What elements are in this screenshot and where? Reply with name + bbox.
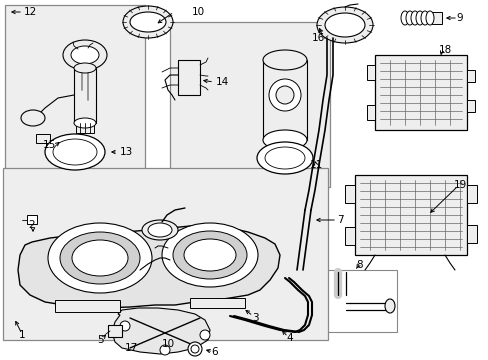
- Text: 12: 12: [23, 7, 37, 17]
- Text: 7: 7: [336, 215, 343, 225]
- Text: 11: 11: [309, 160, 323, 170]
- Ellipse shape: [74, 63, 96, 73]
- Text: 3: 3: [251, 313, 258, 323]
- Ellipse shape: [53, 139, 97, 165]
- Ellipse shape: [183, 239, 236, 271]
- Circle shape: [120, 321, 130, 331]
- Circle shape: [187, 342, 202, 356]
- Ellipse shape: [257, 142, 312, 174]
- Ellipse shape: [420, 11, 428, 25]
- Bar: [354, 175, 466, 255]
- Text: 2: 2: [29, 220, 35, 230]
- Ellipse shape: [410, 11, 418, 25]
- Text: 8: 8: [356, 260, 363, 270]
- Ellipse shape: [263, 130, 306, 150]
- Ellipse shape: [142, 220, 178, 240]
- Text: 19: 19: [452, 180, 466, 190]
- Text: 9: 9: [456, 13, 462, 23]
- Ellipse shape: [130, 12, 165, 32]
- Text: 14: 14: [216, 77, 229, 87]
- Polygon shape: [18, 226, 280, 308]
- Ellipse shape: [400, 11, 408, 25]
- Ellipse shape: [72, 240, 128, 276]
- Bar: [466, 185, 476, 203]
- Bar: [374, 55, 466, 130]
- Ellipse shape: [264, 147, 305, 169]
- Bar: [325, 270, 396, 332]
- Bar: [466, 100, 474, 112]
- Ellipse shape: [74, 118, 96, 128]
- Bar: [5, 5, 145, 173]
- Bar: [466, 70, 474, 82]
- Ellipse shape: [268, 79, 301, 111]
- Bar: [263, 60, 306, 140]
- Ellipse shape: [275, 86, 293, 104]
- Ellipse shape: [405, 11, 413, 25]
- Bar: [345, 227, 354, 245]
- Polygon shape: [112, 308, 209, 354]
- Bar: [170, 22, 329, 187]
- Bar: [76, 123, 94, 133]
- Ellipse shape: [162, 223, 258, 287]
- Bar: [3, 168, 327, 340]
- Text: 1: 1: [19, 330, 25, 340]
- Ellipse shape: [384, 299, 394, 313]
- Bar: [55, 300, 120, 312]
- Bar: [366, 105, 374, 120]
- Circle shape: [160, 345, 170, 355]
- Text: 13: 13: [120, 147, 133, 157]
- Bar: [366, 65, 374, 80]
- Text: 4: 4: [286, 333, 293, 343]
- Bar: [27, 215, 37, 224]
- Bar: [431, 12, 441, 24]
- Ellipse shape: [48, 223, 152, 293]
- Text: 5: 5: [97, 335, 103, 345]
- Ellipse shape: [123, 6, 173, 38]
- Bar: [178, 60, 200, 95]
- Ellipse shape: [173, 231, 246, 279]
- Circle shape: [200, 330, 209, 340]
- Text: 15: 15: [42, 140, 56, 150]
- Bar: [108, 325, 122, 337]
- Ellipse shape: [316, 7, 372, 43]
- Bar: [190, 298, 244, 308]
- Ellipse shape: [71, 46, 99, 64]
- Ellipse shape: [63, 40, 107, 70]
- Ellipse shape: [263, 50, 306, 70]
- Ellipse shape: [425, 11, 433, 25]
- Text: 16: 16: [311, 33, 325, 43]
- Text: 18: 18: [437, 45, 451, 55]
- Bar: [36, 134, 50, 143]
- Text: 6: 6: [211, 347, 218, 357]
- Text: 10: 10: [162, 339, 175, 349]
- Bar: [466, 225, 476, 243]
- Ellipse shape: [415, 11, 423, 25]
- Text: 10: 10: [191, 7, 204, 17]
- Ellipse shape: [45, 134, 105, 170]
- Ellipse shape: [60, 232, 140, 284]
- Bar: [74, 68, 96, 123]
- Text: 17: 17: [124, 343, 138, 354]
- Ellipse shape: [21, 110, 45, 126]
- Ellipse shape: [325, 13, 364, 37]
- Bar: [345, 185, 354, 203]
- Ellipse shape: [148, 223, 172, 237]
- Circle shape: [191, 345, 199, 353]
